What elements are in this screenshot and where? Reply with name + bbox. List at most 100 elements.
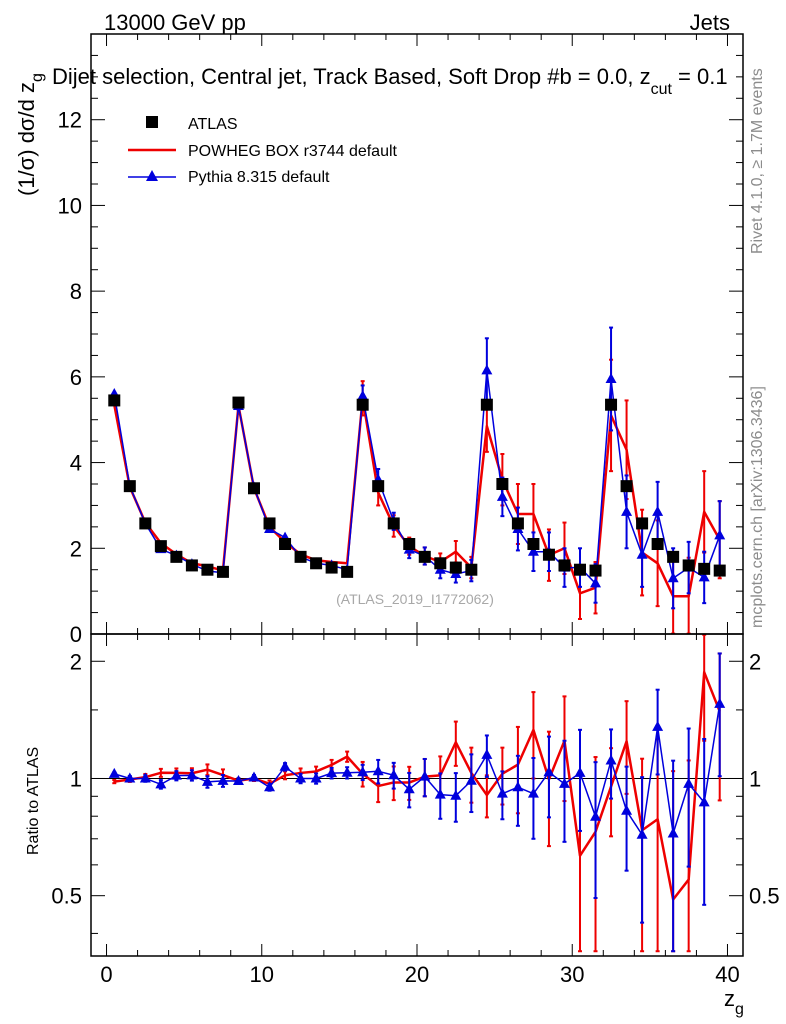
- pythia-ratio-point: [108, 767, 120, 778]
- pythia-point: [605, 373, 617, 383]
- x-tick-label: 20: [405, 962, 429, 987]
- pythia-ratio-point: [667, 827, 679, 838]
- y-tick-label-ratio-right: 0.5: [749, 884, 780, 909]
- pythia-ratio-point: [310, 772, 322, 783]
- pythia-ratio-point: [512, 781, 524, 792]
- pythia-point: [667, 572, 679, 583]
- pythia-ratio-point: [186, 769, 198, 780]
- pythia-ratio-point: [450, 789, 462, 800]
- atlas-point: [558, 559, 571, 572]
- pythia-ratio-point: [248, 771, 260, 782]
- pythia-ratio-point: [590, 810, 602, 821]
- atlas-point: [341, 565, 354, 578]
- pythia-ratio-point: [341, 766, 353, 777]
- pythia-point: [636, 548, 648, 559]
- atlas-point: [574, 563, 586, 576]
- y-tick-label-main: 8: [70, 279, 82, 304]
- atlas-point: [511, 517, 524, 530]
- axes: [90, 33, 744, 957]
- y-tick-label-main: 6: [70, 365, 82, 390]
- pythia-ratio-point: [295, 772, 307, 783]
- atlas-point: [403, 538, 416, 550]
- legend-label-atlas: ATLAS: [188, 116, 238, 133]
- atlas-point: [279, 538, 292, 550]
- pythia-ratio-point: [217, 774, 229, 785]
- pythia-ratio-point: [279, 760, 291, 771]
- header-left: 13000 GeV pp: [104, 10, 246, 35]
- atlas-point: [139, 517, 152, 530]
- legend: ATLAS POWHEG BOX r3744 default Pythia 8.…: [128, 116, 398, 186]
- plot-title-sub: cut: [651, 81, 673, 98]
- pythia-ratio-point: [605, 754, 617, 765]
- pythia-ratio-point: [326, 767, 338, 778]
- ratio-panel-frame: [90, 633, 744, 957]
- y-tick-label-main: 10: [58, 193, 82, 218]
- atlas-point: [698, 562, 711, 575]
- y-tick-label-ratio-left: 0.5: [51, 884, 82, 909]
- pythia-point: [527, 545, 539, 556]
- pythia-point: [714, 529, 726, 540]
- atlas-point: [356, 398, 369, 411]
- pythia-ratio-point: [527, 787, 539, 798]
- pythia-ratio-point: [636, 828, 648, 839]
- pythia-ratio-point: [139, 772, 151, 783]
- legend-marker-pythia: [146, 170, 158, 181]
- y-axis-label-main: (1/σ) dσ/d zg: [14, 73, 46, 196]
- pythia-ratio-point: [698, 796, 710, 807]
- pythia-point: [357, 390, 369, 401]
- atlas-point: [108, 394, 121, 407]
- y-tick-label-ratio-left: 1: [70, 766, 82, 791]
- plot-title: Dijet selection, Central jet, Track Base…: [52, 64, 728, 98]
- y-tick-label-main: 0: [70, 622, 82, 647]
- pythia-point: [621, 505, 633, 516]
- atlas-point: [496, 478, 509, 490]
- y-tick-label-ratio-right: 1: [749, 766, 761, 791]
- atlas-point: [216, 565, 229, 578]
- atlas-point: [527, 538, 540, 550]
- legend-marker-atlas: [146, 116, 158, 128]
- x-axis-label-sub: g: [735, 1001, 744, 1018]
- atlas-point: [713, 564, 726, 577]
- atlas-point: [636, 517, 649, 530]
- y-tick-label-main: 12: [58, 108, 82, 133]
- pythia-ratio-point: [496, 787, 508, 798]
- atlas-point: [263, 517, 276, 530]
- atlas-point: [372, 480, 385, 493]
- atlas-point: [620, 480, 633, 493]
- pythia-point: [652, 505, 664, 516]
- pythia-ratio-point: [683, 777, 695, 788]
- pythia-point: [496, 490, 508, 501]
- pythia-ratio-point: [201, 775, 213, 786]
- atlas-point: [465, 563, 478, 576]
- y-axis-label-main-sub: g: [29, 73, 46, 82]
- x-axis-label: zg: [724, 986, 744, 1018]
- atlas-point: [232, 396, 245, 409]
- plot-title-main: Dijet selection, Central jet, Track Base…: [52, 64, 651, 89]
- legend-label-powheg: POWHEG BOX r3744 default: [188, 143, 398, 160]
- pythia-ratio-point: [388, 769, 400, 780]
- pythia-ratio-point: [124, 772, 136, 783]
- atlas-point: [387, 517, 400, 530]
- legend-label-pythia: Pythia 8.315 default: [188, 169, 330, 186]
- y-tick-label-main: 2: [70, 536, 82, 561]
- pythia-ratio-point: [574, 766, 586, 777]
- pythia-ratio-point: [155, 778, 167, 789]
- pythia-ratio-line: [114, 703, 721, 836]
- pythia-ratio-point: [481, 748, 493, 759]
- atlas-point: [682, 559, 695, 572]
- plot-title-tail: = 0.1: [672, 64, 728, 89]
- atlas-point: [667, 550, 680, 563]
- x-tick-label: 10: [250, 962, 274, 987]
- atlas-point: [248, 482, 260, 495]
- pythia-ratio-point: [403, 783, 415, 794]
- atlas-point: [123, 480, 136, 493]
- pythia-ratio-point: [357, 766, 369, 777]
- header-right: Jets: [690, 10, 730, 35]
- atlas-point: [651, 538, 664, 550]
- main-panel-data: [108, 326, 726, 634]
- pythia-ratio-point: [232, 775, 244, 786]
- atlas-point: [170, 550, 183, 563]
- pythia-ratio-point: [419, 770, 431, 781]
